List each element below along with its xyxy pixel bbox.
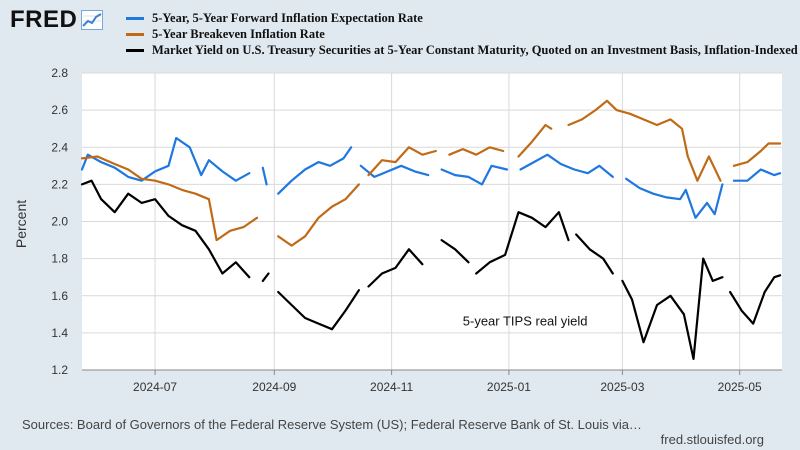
y-axis-ticks: 1.2 1.4 1.6 1.8 2.0 2.2 2.4 2.6 2.8 bbox=[51, 66, 68, 377]
series-line-segment bbox=[80, 155, 259, 242]
series-2 bbox=[80, 179, 782, 360]
fred-logo-text: FRED bbox=[10, 6, 78, 33]
fred-logo[interactable]: FRED bbox=[10, 6, 104, 34]
series-line-segment bbox=[367, 146, 437, 177]
series-line-segment bbox=[367, 248, 424, 288]
y-tick-label: 2.6 bbox=[51, 103, 68, 117]
legend-item-5y-tips-yield[interactable]: Market Yield on U.S. Treasury Securities… bbox=[126, 42, 800, 58]
legend-swatch-blue bbox=[126, 16, 144, 20]
legend-swatch-black bbox=[126, 48, 144, 52]
series-line-segment bbox=[475, 211, 570, 275]
chart-legend: 5-Year, 5-Year Forward Inflation Expecta… bbox=[126, 10, 800, 58]
series-line-segment bbox=[80, 179, 251, 279]
series-line-segment bbox=[519, 153, 614, 178]
x-tick-label: 2024-09 bbox=[252, 380, 296, 394]
site-link[interactable]: fred.stlouisfed.org bbox=[660, 432, 764, 447]
sources-note: Sources: Board of Governors of the Feder… bbox=[22, 417, 642, 432]
x-tick-label: 2024-11 bbox=[370, 380, 413, 394]
series-line-segment bbox=[448, 146, 505, 156]
y-tick-label: 1.6 bbox=[51, 289, 68, 303]
series-line-segment bbox=[277, 289, 360, 331]
trend-chart-icon bbox=[81, 10, 104, 30]
series-line-segment bbox=[261, 272, 270, 282]
legend-label: 5-Year Breakeven Inflation Rate bbox=[152, 26, 325, 41]
series-line-segment bbox=[440, 164, 509, 186]
series-line-segment bbox=[277, 146, 353, 195]
series-line-segment bbox=[261, 166, 268, 186]
series-line-segment bbox=[575, 233, 614, 275]
series-lines bbox=[80, 99, 782, 360]
series-line-segment bbox=[728, 274, 782, 325]
series-line-segment bbox=[621, 257, 724, 360]
legend-label: Market Yield on U.S. Treasury Securities… bbox=[152, 42, 798, 57]
y-tick-label: 2.2 bbox=[51, 177, 68, 191]
legend-label: 5-Year, 5-Year Forward Inflation Expecta… bbox=[152, 10, 423, 25]
legend-swatch-orange bbox=[126, 32, 144, 36]
series-0 bbox=[80, 136, 782, 219]
series-line-segment bbox=[732, 168, 782, 182]
series-line-segment bbox=[517, 123, 553, 158]
x-tick-label: 2025-05 bbox=[718, 380, 762, 394]
series-line-segment bbox=[80, 136, 251, 182]
y-tick-label: 1.2 bbox=[51, 363, 68, 377]
series-line-segment bbox=[277, 183, 360, 247]
annotations: 5-year TIPS real yield bbox=[463, 313, 588, 328]
x-tick-label: 2025-01 bbox=[487, 380, 531, 394]
series-line-segment bbox=[359, 164, 430, 178]
series-1 bbox=[80, 99, 782, 247]
y-tick-label: 2.8 bbox=[51, 66, 68, 80]
series-line-segment bbox=[567, 99, 722, 182]
x-axis-ticks: 2024-07 2024-09 2024-11 2025-01 2025-03 2025-… bbox=[82, 369, 782, 394]
y-tick-label: 2.0 bbox=[51, 215, 68, 229]
y-tick-label: 1.8 bbox=[51, 252, 68, 266]
y-tick-label: 2.4 bbox=[51, 140, 68, 154]
series-line-segment bbox=[625, 177, 724, 219]
y-axis-label: Percent bbox=[13, 200, 29, 248]
y-tick-label: 1.4 bbox=[51, 326, 68, 340]
legend-item-5y5y-forward[interactable]: 5-Year, 5-Year Forward Inflation Expecta… bbox=[126, 10, 800, 26]
legend-item-5y-breakeven[interactable]: 5-Year Breakeven Inflation Rate bbox=[126, 26, 800, 42]
series-line-segment bbox=[440, 239, 470, 264]
annotation-label: 5-year TIPS real yield bbox=[463, 313, 588, 328]
x-tick-label: 2024-07 bbox=[133, 380, 177, 394]
series-line-segment bbox=[732, 142, 782, 167]
x-tick-label: 2025-03 bbox=[600, 380, 644, 394]
